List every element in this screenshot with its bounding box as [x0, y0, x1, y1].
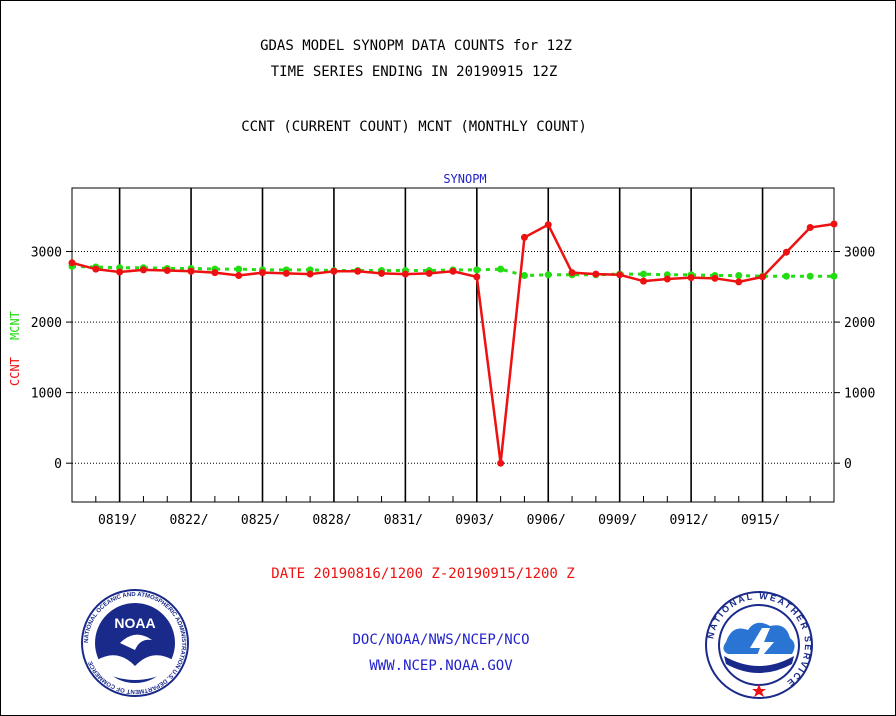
data-point-ccnt — [116, 268, 124, 276]
data-point-ccnt — [330, 267, 338, 275]
data-point-ccnt — [568, 269, 576, 277]
data-point-mcnt — [497, 265, 505, 273]
x-tick-label: 0819/ — [98, 513, 137, 528]
data-point-ccnt — [806, 224, 814, 232]
data-point-ccnt — [616, 271, 624, 279]
noaa-logo: NOAA NATIONAL OCEANIC AND ATMOSPHERIC AD… — [81, 589, 189, 697]
data-point-ccnt — [592, 270, 600, 278]
chart-title: SYNOPM — [443, 172, 486, 186]
data-point-ccnt — [92, 265, 100, 273]
data-point-ccnt — [640, 277, 647, 285]
nws-logo: NATIONAL WEATHER SERVICE — [705, 591, 813, 699]
x-tick-label: 0822/ — [169, 513, 208, 528]
data-point-ccnt — [401, 270, 409, 278]
y-tick-label-right: 3000 — [844, 246, 875, 261]
footer-url-line[interactable]: WWW.NCEP.NOAA.GOV — [369, 658, 513, 674]
data-point-ccnt — [449, 267, 457, 275]
data-point-ccnt — [687, 274, 695, 282]
data-point-ccnt — [187, 267, 195, 275]
data-point-ccnt — [306, 270, 314, 278]
data-point-mcnt — [544, 271, 552, 279]
y-tick-label-left: 0 — [54, 457, 62, 472]
data-point-mcnt — [806, 272, 814, 280]
y-tick-label-left: 3000 — [31, 246, 62, 261]
data-point-ccnt — [473, 273, 481, 281]
y-tick-label-right: 0 — [844, 457, 852, 472]
data-point-mcnt — [640, 270, 647, 278]
data-point-ccnt — [544, 221, 552, 229]
y-tick-label-left: 2000 — [31, 316, 62, 331]
y-tick-label-left: 1000 — [31, 387, 62, 402]
x-tick-label: 0825/ — [241, 513, 280, 528]
data-point-ccnt — [782, 248, 790, 256]
data-point-ccnt — [425, 269, 433, 277]
y-tick-label-right: 1000 — [844, 387, 875, 402]
x-tick-label: 0915/ — [741, 513, 780, 528]
data-point-ccnt — [830, 220, 838, 228]
data-point-mcnt — [520, 271, 528, 279]
x-axis-date-label: DATE 20190816/1200 Z-20190915/1200 Z — [271, 566, 575, 582]
data-point-ccnt — [663, 275, 671, 283]
y-axis-label-ccnt: CCNT — [8, 357, 22, 386]
data-point-mcnt — [473, 266, 481, 274]
data-point-ccnt — [235, 271, 243, 279]
x-tick-label: 0912/ — [670, 513, 709, 528]
data-point-ccnt — [282, 269, 290, 277]
data-point-ccnt — [163, 267, 171, 275]
series-line-ccnt — [71, 222, 835, 464]
x-tick-label: 0831/ — [384, 513, 423, 528]
data-point-ccnt — [497, 459, 505, 467]
header-title-line3: CCNT (CURRENT COUNT) MCNT (MONTHLY COUNT… — [241, 119, 587, 135]
data-point-ccnt — [211, 269, 219, 277]
x-tick-label: 0828/ — [312, 513, 351, 528]
data-point-ccnt — [520, 233, 528, 241]
y-tick-label-right: 2000 — [844, 316, 875, 331]
data-point-ccnt — [354, 267, 362, 275]
x-tick-label: 0903/ — [455, 513, 494, 528]
header-title-line2: TIME SERIES ENDING IN 20190915 12Z — [270, 64, 558, 80]
y-axis-label-mcnt: MCNT — [8, 311, 22, 340]
data-point-ccnt — [735, 278, 743, 286]
data-point-mcnt — [782, 272, 790, 280]
data-point-ccnt — [139, 266, 147, 274]
data-point-ccnt — [711, 274, 719, 282]
header-title-line1: GDAS MODEL SYNOPM DATA COUNTS for 12Z — [260, 38, 572, 54]
x-tick-label: 0906/ — [527, 513, 566, 528]
noaa-logo-text: NOAA — [114, 615, 155, 631]
data-point-mcnt — [830, 272, 838, 280]
data-point-ccnt — [378, 269, 386, 277]
data-point-ccnt — [759, 273, 767, 281]
data-point-ccnt — [68, 259, 76, 267]
data-point-mcnt — [735, 271, 743, 279]
footer-org-line: DOC/NOAA/NWS/NCEP/NCO — [352, 632, 530, 648]
data-point-mcnt — [235, 265, 243, 273]
plot-border — [71, 187, 835, 503]
data-point-ccnt — [259, 269, 266, 277]
x-tick-label: 0909/ — [598, 513, 637, 528]
